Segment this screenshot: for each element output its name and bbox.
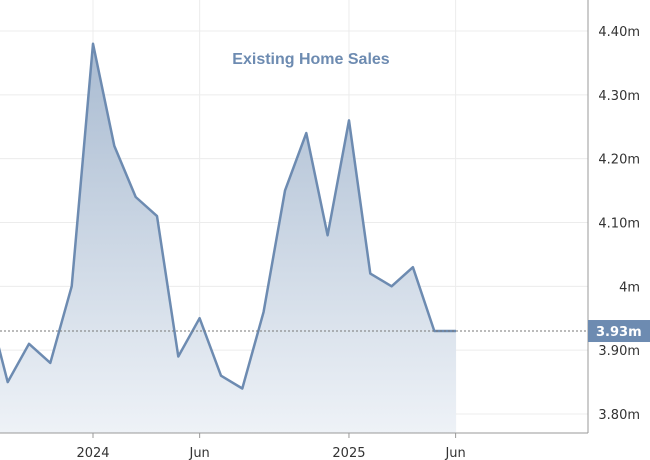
y-tick-label: 4m [619, 280, 640, 295]
last-value-marker: 3.93m [0, 320, 650, 343]
x-tick-label: 2024 [76, 446, 109, 460]
tick-labels: 3.80m 3.90m 4m 4.10m 4.20m 4.30m 4.40m 2024 Jun 2… [76, 25, 640, 460]
data-area-layer [0, 43, 456, 433]
y-tick-label: 3.90m [598, 344, 640, 359]
last-value-label: 3.93m [596, 325, 642, 340]
y-tick-label: 4.10m [598, 217, 640, 232]
y-tick-label: 4.30m [598, 89, 640, 104]
series-line [0, 42, 457, 390]
x-tick-label: 2025 [332, 446, 365, 460]
series-area [0, 43, 456, 433]
chart-title: Existing Home Sales [232, 51, 389, 68]
axes [0, 0, 589, 438]
y-tick-label: 4.40m [598, 25, 640, 40]
x-tick-label: Jun [188, 446, 209, 460]
y-tick-label: 4.20m [598, 153, 640, 168]
y-tick-label: 3.80m [598, 408, 640, 423]
x-tick-label: Jun [444, 446, 465, 460]
data-line-layer [0, 42, 457, 390]
last-value-badge [588, 320, 650, 343]
